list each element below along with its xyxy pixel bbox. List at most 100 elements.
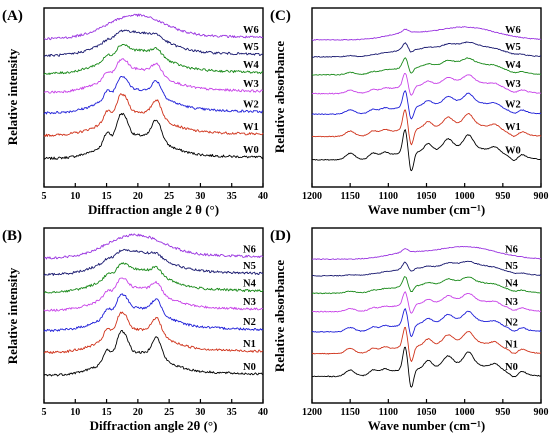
series-label-n6: N6 [505, 244, 518, 255]
x-tick-label: 20 [133, 191, 143, 202]
series-label-w4: W4 [243, 60, 260, 71]
series-line-n5 [43, 248, 264, 276]
series-label-w6: W6 [505, 25, 521, 36]
series-line-n0 [311, 346, 542, 388]
x-tick-label: 1050 [417, 407, 437, 418]
x-tick-label: 10 [70, 407, 80, 418]
x-tick-label: 35 [227, 407, 237, 418]
series-line-w3 [43, 58, 264, 94]
series-line-n3 [43, 277, 264, 312]
series-label-w3: W3 [505, 79, 521, 90]
series-line-n6 [43, 233, 264, 260]
x-tick-label: 1200 [302, 407, 322, 418]
series-line-w2 [311, 90, 542, 120]
series-label-n3: N3 [243, 297, 256, 308]
series-line-w2 [43, 75, 264, 115]
x-tick-label: 950 [495, 407, 510, 418]
series-label-n2: N2 [243, 317, 256, 328]
plot-frame [43, 7, 264, 188]
series-line-w4 [311, 57, 542, 76]
x-tick-label: 10 [70, 191, 80, 202]
x-tick-label: 30 [195, 191, 205, 202]
series-line-w4 [43, 43, 264, 75]
series-label-n0: N0 [243, 362, 256, 373]
x-tick-label: 1100 [379, 407, 398, 418]
series-label-w5: W5 [243, 42, 259, 53]
series-line-w1 [311, 109, 542, 146]
x-tick-label: 15 [102, 407, 112, 418]
series-label-w6: W6 [243, 25, 259, 36]
series-label-n0: N0 [505, 362, 518, 373]
series-line-w3 [311, 73, 542, 96]
x-tick-label: 5 [42, 191, 47, 202]
x-tick-label: 35 [227, 191, 237, 202]
series-label-n4: N4 [243, 279, 257, 290]
x-tick-label: 1200 [302, 191, 322, 202]
x-tick-label: 1100 [379, 191, 398, 202]
y-axis-title: Relative intensity [5, 267, 20, 364]
series-label-w2: W2 [243, 99, 259, 110]
series-label-w4: W4 [505, 60, 522, 71]
series-line-w6 [43, 13, 264, 41]
panel-label: (A) [2, 8, 23, 24]
series-label-n6: N6 [243, 245, 256, 256]
series-label-w1: W1 [505, 122, 521, 133]
series-line-w6 [311, 26, 542, 41]
series-line-n2 [311, 308, 542, 338]
series-line-w5 [43, 29, 264, 58]
x-tick-label: 20 [133, 407, 143, 418]
x-axis-title: Wave number (cm⁻¹) [368, 202, 485, 217]
series-label-n1: N1 [243, 339, 256, 350]
x-tick-label: 25 [164, 191, 174, 202]
x-tick-label: 1000 [455, 407, 475, 418]
x-axis-title: Wave number (cm⁻¹) [368, 418, 485, 433]
series-label-w3: W3 [243, 79, 259, 90]
x-tick-label: 1000 [455, 191, 475, 202]
series-label-w2: W2 [505, 100, 521, 111]
series-line-n1 [43, 311, 264, 354]
x-axis-title: Diffraction angle 2 θ (°) [88, 202, 219, 217]
x-axis-title: Diffraction angle 2θ (°) [90, 418, 218, 433]
series-label-w0: W0 [243, 145, 259, 156]
x-tick-label: 40 [258, 191, 268, 202]
y-axis-title: Relative absorbance [272, 41, 287, 154]
x-tick-label: 15 [102, 191, 112, 202]
plot-frame [43, 227, 264, 404]
series-line-n4 [43, 262, 264, 294]
series-line-n0 [43, 329, 264, 377]
series-label-n4: N4 [505, 279, 519, 290]
series-line-w0 [43, 112, 264, 160]
panel-label: (C) [270, 8, 291, 24]
series-label-n2: N2 [505, 317, 518, 328]
x-tick-label: 30 [195, 407, 205, 418]
x-tick-label: 25 [164, 407, 174, 418]
y-axis-title: Relative absorbance [272, 260, 287, 373]
panel-label: (B) [2, 228, 22, 244]
series-line-n6 [312, 245, 542, 260]
panel-label: (D) [270, 228, 291, 244]
x-tick-label: 1150 [340, 407, 359, 418]
series-line-w0 [311, 129, 542, 172]
series-label-n1: N1 [505, 339, 518, 350]
series-line-n5 [311, 260, 542, 277]
series-label-n3: N3 [505, 297, 518, 308]
series-line-w5 [311, 41, 542, 58]
x-tick-label: 1050 [417, 191, 437, 202]
x-tick-label: 950 [495, 191, 510, 202]
y-axis-title: Relative intensity [5, 48, 20, 145]
series-line-n4 [311, 276, 541, 295]
series-label-n5: N5 [243, 261, 256, 272]
x-tick-label: 1150 [340, 191, 359, 202]
series-label-w5: W5 [505, 42, 521, 53]
series-line-n3 [311, 291, 542, 314]
series-line-n2 [43, 293, 264, 332]
series-line-n1 [311, 326, 542, 362]
series-label-n5: N5 [505, 261, 518, 272]
series-label-w0: W0 [505, 146, 521, 157]
series-label-w1: W1 [243, 122, 259, 133]
series-line-w1 [43, 93, 264, 137]
x-tick-label: 5 [42, 407, 47, 418]
x-tick-label: 900 [534, 191, 549, 202]
x-tick-label: 900 [534, 407, 549, 418]
